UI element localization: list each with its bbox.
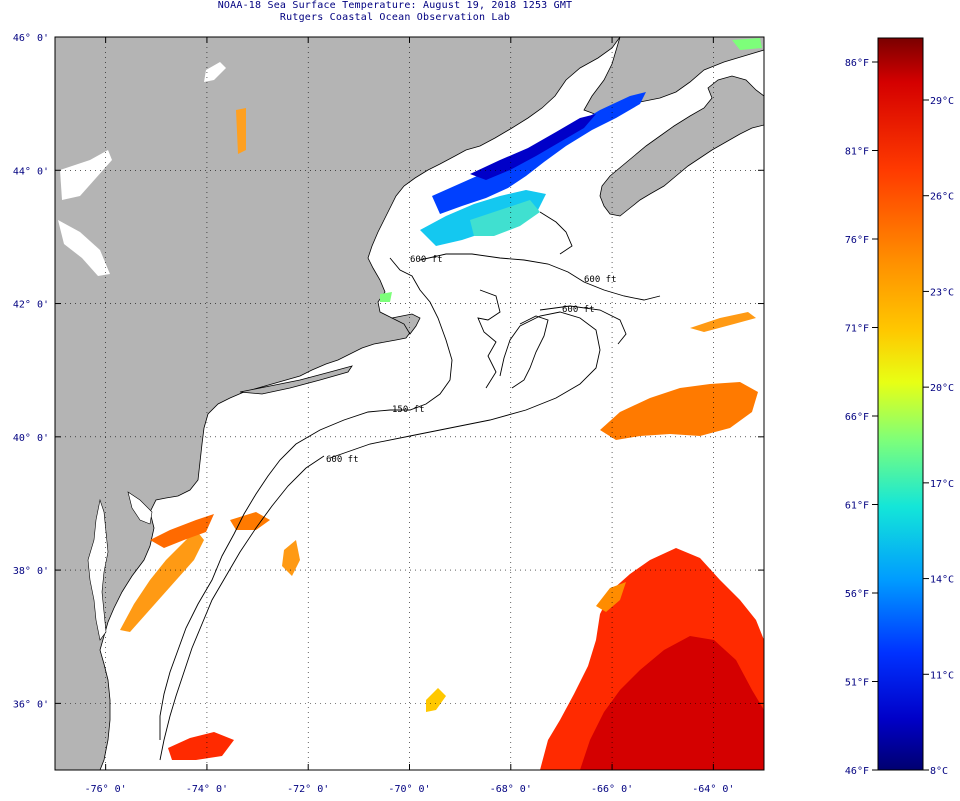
land-nova-scotia: [599, 75, 764, 217]
colorbar: [877, 37, 924, 771]
isobath-slope: [159, 455, 325, 761]
isobath-600ft-georges: [539, 305, 627, 345]
lat-tick-label: 46° 0': [13, 33, 49, 44]
colorbar-label-celsius: 17°C: [930, 479, 954, 490]
lat-tick-label: 44° 0': [13, 166, 49, 177]
lon-tick-label: -68° 0': [490, 784, 532, 795]
inland-water-1: [60, 150, 112, 200]
colorbar-label-fahrenheit: 46°F: [845, 766, 869, 777]
colorbar-label-celsius: 23°C: [930, 287, 954, 298]
lat-tick-label: 36° 0': [13, 699, 49, 710]
colorbar-label-fahrenheit: 61°F: [845, 501, 869, 512]
isobath-600ft-inner: [419, 253, 661, 301]
colorbar-label-fahrenheit: 56°F: [845, 589, 869, 600]
sst-warm-offshore1: [282, 540, 300, 576]
sst-deep-blue: [470, 114, 596, 180]
colorbar-label-celsius: 11°C: [930, 670, 954, 681]
lat-tick-label: 40° 0': [13, 433, 49, 444]
lon-tick-label: -76° 0': [85, 784, 127, 795]
sst-southwest-hot: [168, 732, 234, 760]
chesapeake-bay: [87, 498, 109, 641]
lon-tick-label: -70° 0': [388, 784, 430, 795]
colorbar-label-fahrenheit: 71°F: [845, 324, 869, 335]
lon-tick-label: -74° 0': [186, 784, 228, 795]
colorbar-label-fahrenheit: 76°F: [845, 235, 869, 246]
land-us-mainland: [55, 37, 621, 770]
lat-tick-label: 38° 0': [13, 566, 49, 577]
sst-overlay: [120, 38, 764, 770]
colorbar-label-fahrenheit: 86°F: [845, 58, 869, 69]
isobath-label-600-georges: 600 ft: [562, 305, 595, 315]
sst-warm-georges: [600, 382, 758, 440]
isobath-label-600-south: 600 ft: [326, 455, 359, 465]
isobath-wiggle-3: [539, 211, 573, 255]
isobath-wiggle-1: [477, 289, 501, 389]
isobaths: [159, 211, 661, 761]
isobath-label-150: 150 ft: [392, 405, 425, 415]
land-long-island: [239, 365, 353, 395]
sst-orange-fleck: [236, 108, 246, 154]
sst-gulfstream-core: [580, 636, 764, 770]
colorbar-label-celsius: 8°C: [930, 766, 948, 777]
isobath-600ft: [329, 311, 601, 459]
sst-green-ne: [732, 38, 762, 50]
colorbar-label-fahrenheit: 81°F: [845, 147, 869, 158]
lat-tick-label: 42° 0': [13, 300, 49, 311]
isobath-wiggle-2: [511, 315, 549, 389]
isobath-150ft: [159, 257, 453, 740]
land-cape-cod: [390, 313, 421, 335]
isobath-label-600-gulf: 600 ft: [584, 275, 617, 285]
colorbar-label-fahrenheit: 51°F: [845, 678, 869, 689]
figure-subtitle: Rutgers Coastal Ocean Observation Lab: [279, 12, 511, 23]
inland-water-2: [204, 62, 226, 82]
sst-aqua: [470, 200, 540, 236]
map-ticks: 46° 0' 44° 0' 42° 0' 40° 0' 38° 0' 36° 0' -76°…: [13, 33, 764, 795]
lon-tick-label: -64° 0': [692, 784, 734, 795]
sst-warm-ne-strip: [690, 312, 756, 332]
isobath-label-600-basin: 600 ft: [410, 255, 443, 265]
sst-orange-fringe: [596, 582, 626, 612]
lon-tick-label: -72° 0': [287, 784, 329, 795]
colorbar-label-celsius: 26°C: [930, 192, 954, 203]
sst-warm-shelf: [120, 530, 204, 632]
sst-warm-nj: [150, 514, 214, 548]
graticule: [55, 36, 764, 770]
colorbar-label-celsius: 14°C: [930, 575, 954, 586]
colorbar-label-celsius: 20°C: [930, 383, 954, 394]
land-new-brunswick: [583, 37, 764, 117]
sst-green-fleck: [380, 292, 392, 302]
sst-yellow-fleck: [426, 688, 446, 712]
delaware-bay: [127, 491, 153, 525]
figure-title: NOAA-18 Sea Surface Temperature: August …: [217, 0, 573, 11]
lon-tick-label: -66° 0': [591, 784, 633, 795]
sst-warm-offshore2: [230, 512, 270, 530]
colorbar-label-celsius: 29°C: [930, 96, 954, 107]
colorbar-label-fahrenheit: 66°F: [845, 412, 869, 423]
colorbar-ticks: 86°F 81°F 76°F 71°F 66°F 61°F 56°F 51°F 46°F 29°C…: [845, 58, 954, 777]
inland-water-3: [58, 220, 110, 276]
